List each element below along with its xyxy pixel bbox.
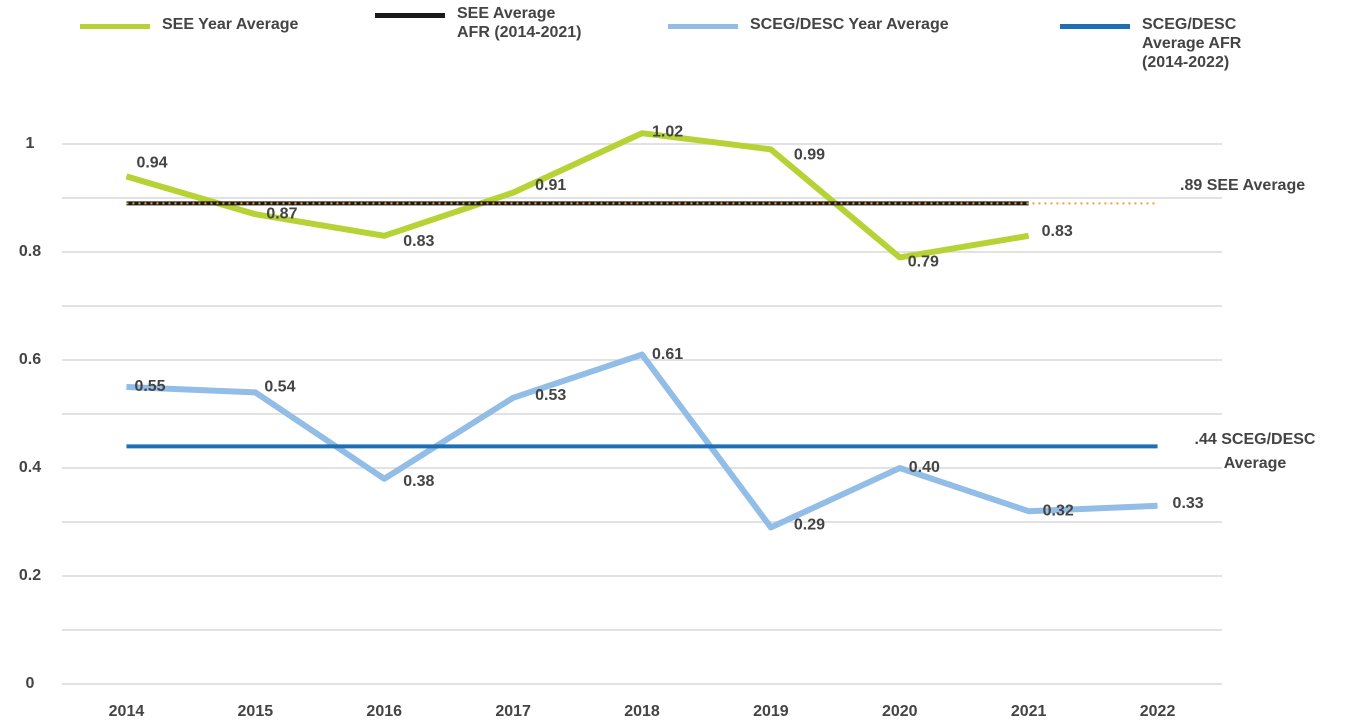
y-tick-label: 0.6 — [19, 351, 41, 368]
annotation: .89 SEE Average — [1180, 177, 1306, 194]
legend-label: SEE Year Average — [162, 16, 299, 33]
data-label: 0.99 — [794, 147, 825, 164]
data-label: 0.61 — [652, 346, 683, 363]
y-tick-label: 0.2 — [19, 567, 41, 584]
data-label: 0.33 — [1173, 495, 1204, 512]
legend-swatch — [375, 13, 445, 18]
legend-item: SEE Year Average — [80, 15, 370, 34]
y-tick-label: 0 — [26, 675, 35, 692]
data-label: 0.87 — [266, 205, 297, 222]
x-tick-label: 2019 — [753, 703, 789, 720]
legend-label: SEE Average AFR (2014-2021) — [457, 5, 582, 41]
x-tick-label: 2021 — [1011, 703, 1047, 720]
x-tick-label: 2017 — [495, 703, 531, 720]
data-label: 0.54 — [264, 379, 295, 396]
legend-swatch — [1060, 24, 1130, 29]
x-tick-label: 2022 — [1140, 703, 1176, 720]
data-label: 0.29 — [794, 517, 825, 534]
data-label: 1.02 — [652, 123, 683, 140]
x-tick-label: 2015 — [238, 703, 274, 720]
annotation: .44 SCEG/DESC Average — [1194, 431, 1316, 472]
legend-swatch — [668, 24, 738, 29]
series-line — [126, 351, 1158, 531]
data-label: 0.91 — [535, 177, 566, 194]
data-label: 0.83 — [1042, 223, 1073, 240]
y-tick-label: 0.8 — [19, 243, 41, 260]
x-tick-label: 2020 — [882, 703, 918, 720]
legend-label: SCEG/DESC Average AFR (2014-2022) — [1142, 16, 1242, 71]
legend-item: SCEG/DESC Average AFR (2014-2022) — [1060, 15, 1290, 72]
data-label: 0.83 — [403, 233, 434, 250]
y-tick-label: 0.4 — [19, 459, 41, 476]
data-label: 0.55 — [134, 378, 165, 395]
legend-swatch — [80, 24, 150, 29]
legend-label: SCEG/DESC Year Average — [750, 16, 949, 33]
series-line — [125, 130, 1030, 261]
data-label: 0.38 — [403, 473, 434, 490]
data-label: 0.40 — [909, 459, 940, 476]
legend-item: SEE Average AFR (2014-2021) — [375, 4, 585, 42]
data-label: 0.79 — [908, 254, 939, 271]
x-tick-label: 2016 — [366, 703, 402, 720]
x-tick-label: 2014 — [109, 703, 145, 720]
data-label: 0.32 — [1043, 502, 1074, 519]
y-tick-label: 1 — [26, 135, 35, 152]
x-tick-label: 2018 — [624, 703, 660, 720]
data-label: 0.53 — [535, 387, 566, 404]
data-label: 0.94 — [136, 155, 167, 172]
legend-item: SCEG/DESC Year Average — [668, 15, 1018, 34]
